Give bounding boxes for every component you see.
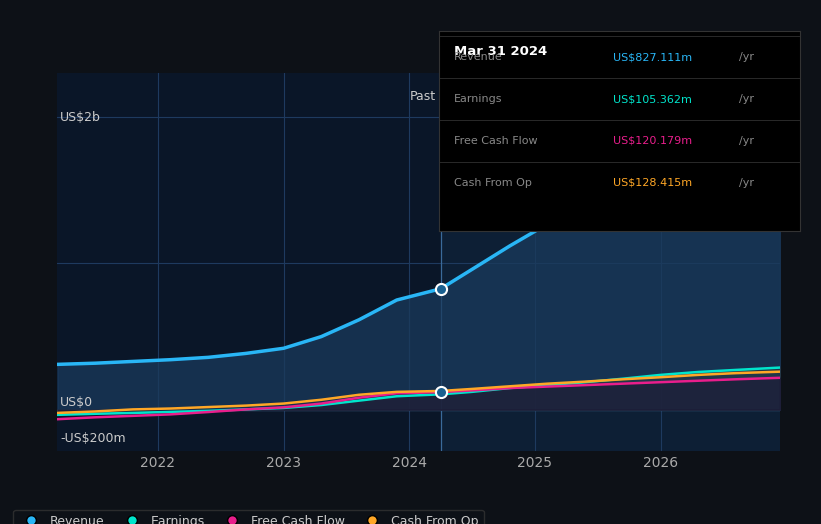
Text: Free Cash Flow: Free Cash Flow (454, 136, 537, 146)
Text: US$128.415m: US$128.415m (612, 178, 692, 188)
Text: /yr: /yr (739, 52, 754, 62)
Text: Mar 31 2024: Mar 31 2024 (454, 46, 547, 58)
Text: Revenue: Revenue (454, 52, 502, 62)
Text: US$827.111m: US$827.111m (612, 52, 692, 62)
Bar (441, 73, 780, 451)
Bar (57, 73, 441, 451)
Text: Past: Past (410, 90, 436, 103)
Text: /yr: /yr (739, 136, 754, 146)
Text: US$120.179m: US$120.179m (612, 136, 692, 146)
Text: Cash From Op: Cash From Op (454, 178, 531, 188)
Text: US$105.362m: US$105.362m (612, 94, 691, 104)
Text: /yr: /yr (739, 178, 754, 188)
Text: US$2b: US$2b (60, 111, 101, 124)
Text: /yr: /yr (739, 94, 754, 104)
Text: US$0: US$0 (60, 396, 93, 409)
Text: -US$200m: -US$200m (60, 432, 126, 445)
Text: Earnings: Earnings (454, 94, 502, 104)
Legend: Revenue, Earnings, Free Cash Flow, Cash From Op: Revenue, Earnings, Free Cash Flow, Cash … (13, 510, 484, 524)
Text: Analysts Forecasts: Analysts Forecasts (446, 90, 562, 103)
